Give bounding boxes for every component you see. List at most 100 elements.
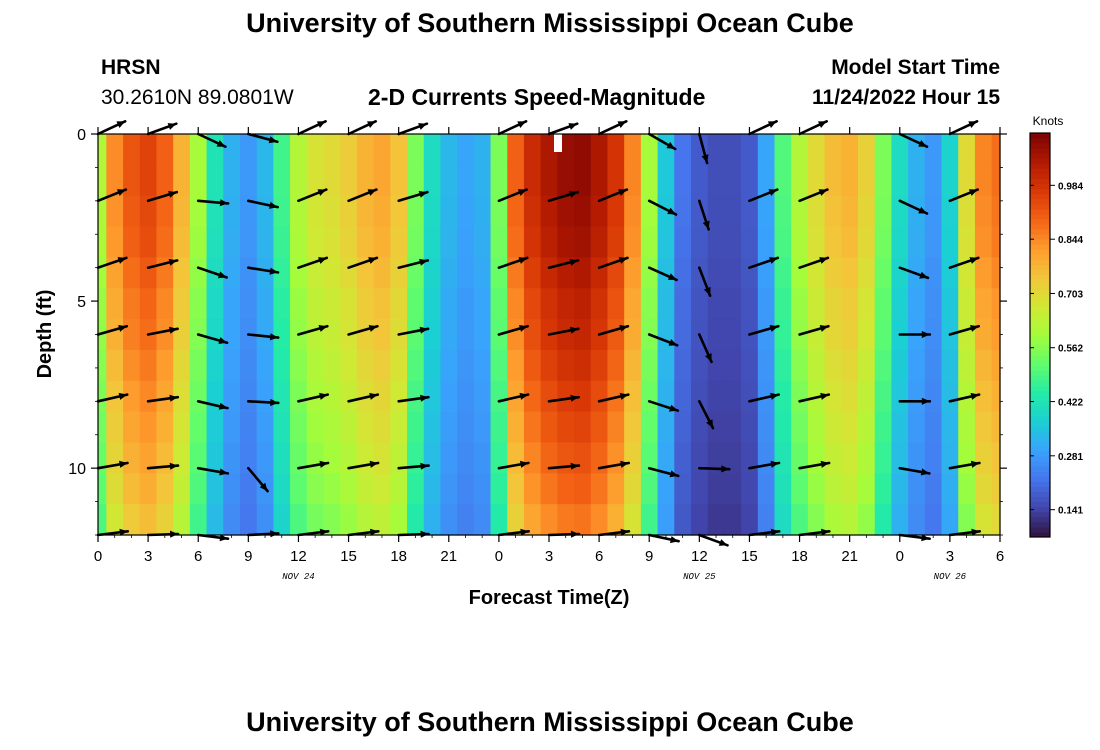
heatmap-cell: [490, 226, 508, 258]
heatmap-cell: [991, 195, 1001, 228]
heatmap-cell: [457, 380, 475, 413]
heatmap-cell: [306, 164, 325, 197]
heatmap-cell: [98, 134, 107, 166]
heatmap-cell: [607, 195, 625, 228]
heatmap-cell: [123, 226, 141, 258]
heatmap-cell: [473, 288, 492, 320]
heatmap-cell: [440, 134, 458, 166]
heatmap-cell: [858, 257, 876, 289]
heatmap-cell: [741, 411, 759, 444]
heatmap-cell: [807, 442, 826, 474]
heatmap-cell: [674, 504, 692, 536]
heatmap-cell: [807, 411, 826, 444]
heatmap-cell: [741, 134, 759, 166]
heatmap-cell: [123, 442, 141, 474]
heatmap-cell: [490, 473, 508, 505]
heatmap-cell: [841, 380, 859, 413]
heatmap-cell: [858, 380, 876, 413]
heatmap-cell: [273, 442, 291, 474]
heatmap-cell: [223, 195, 241, 228]
current-vector-arrow: [748, 528, 781, 537]
heatmap-cell: [607, 349, 625, 382]
heatmap-cell: [590, 442, 609, 474]
heatmap-cell: [507, 134, 525, 166]
heatmap-cell: [189, 349, 208, 382]
current-vector-arrow: [898, 397, 932, 405]
heatmap-cell: [306, 504, 325, 536]
x-axis: 0 3 6 9 12 15 18 21 0 3 6 9 12 15 18 21 0 3 6 NOV 24 NOV 25 N…: [94, 127, 1004, 582]
heatmap-cell: [908, 349, 926, 382]
colorbar-tick-label: 0.422: [1058, 398, 1083, 409]
colorbar-segment: [1030, 193, 1050, 200]
heatmap-cell: [991, 442, 1001, 474]
heatmap-cell: [423, 411, 442, 444]
heatmap-cell: [457, 164, 475, 197]
heatmap-cell: [98, 257, 107, 289]
footer-title: University of Southern Mississippi Ocean…: [246, 707, 854, 737]
colorbar-segment: [1030, 360, 1050, 366]
heatmap-cell: [457, 134, 475, 166]
heatmap-cell: [958, 226, 976, 258]
heatmap-cell: [774, 226, 792, 258]
colorbar-segment: [1030, 420, 1050, 427]
heatmap-cell: [657, 288, 675, 320]
heatmap-cell: [306, 442, 325, 474]
heatmap-cell: [640, 411, 659, 444]
heatmap-cell: [189, 504, 208, 536]
heatmap-cell: [707, 380, 725, 413]
heatmap-cell: [841, 319, 859, 351]
colorbar-segment: [1030, 380, 1050, 386]
current-vector-arrow: [297, 188, 328, 203]
heatmap-cell: [824, 504, 842, 536]
heatmap-cell: [373, 473, 391, 505]
chart-subtitle: 2-D Currents Speed-Magnitude: [368, 84, 706, 110]
colorbar-segment: [1030, 329, 1050, 336]
heatmap-cell: [390, 380, 408, 413]
heatmap-cell: [290, 195, 308, 228]
heatmap-cell: [807, 504, 826, 536]
heatmap-cell: [223, 164, 241, 197]
heatmap-cell: [574, 442, 592, 474]
heatmap-cell: [139, 380, 158, 413]
colorbar-segment: [1030, 178, 1050, 184]
station-name: HRSN: [101, 56, 161, 79]
current-vector-arrow: [697, 465, 731, 473]
heatmap-cell: [98, 164, 107, 197]
colorbar-segment: [1030, 208, 1050, 215]
current-vector-arrow: [697, 132, 709, 165]
heatmap-cell: [473, 442, 492, 474]
heatmap-cell: [173, 349, 191, 382]
current-vector-arrow: [247, 466, 269, 493]
heatmap-cell: [356, 473, 375, 505]
heatmap-cell: [991, 411, 1001, 444]
colorbar-segment: [1030, 244, 1050, 250]
heatmap-cell: [340, 257, 358, 289]
heatmap-cell: [924, 473, 943, 505]
colorbar-segment: [1030, 335, 1050, 341]
heatmap-cell: [206, 349, 224, 382]
heatmap-cell: [891, 411, 909, 444]
heatmap-cell: [473, 164, 492, 197]
heatmap-cell: [791, 442, 809, 474]
heatmap-cell: [323, 134, 341, 166]
current-vector-arrow: [297, 392, 330, 403]
heatmap-cell: [390, 473, 408, 505]
heatmap-cell: [891, 442, 909, 474]
current-vector-arrow: [647, 533, 680, 544]
heatmap-cell: [290, 504, 308, 536]
heatmap-cell: [206, 226, 224, 258]
current-vector-arrow: [297, 324, 329, 336]
colorbar-segment: [1030, 375, 1050, 381]
heatmap-cell: [941, 195, 959, 228]
heatmap-cell: [490, 195, 508, 228]
heatmap-cell: [858, 473, 876, 505]
heatmap-cell: [824, 195, 842, 228]
heatmap-cell: [373, 349, 391, 382]
colorbar-segment: [1030, 269, 1050, 275]
colorbar-label: Knots: [1033, 114, 1064, 128]
heatmap-cell: [106, 257, 124, 289]
current-vector-arrow: [397, 258, 430, 270]
heatmap-cell: [256, 164, 274, 197]
current-vector-arrow: [547, 122, 579, 136]
heatmap-cell: [356, 164, 375, 197]
